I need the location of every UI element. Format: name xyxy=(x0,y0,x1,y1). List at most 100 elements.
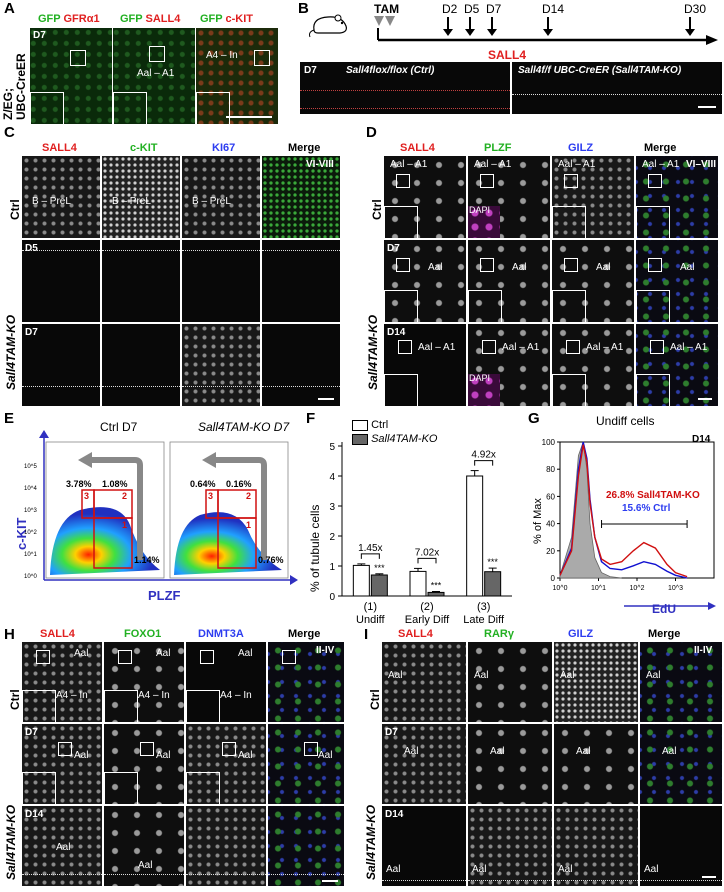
panel-g-xlabel: EdU xyxy=(652,602,676,616)
panel-i-ctrl-gilz: Aal xyxy=(554,642,638,722)
panel-i-letter: I xyxy=(364,626,369,643)
panel-a-label-1: GFP GFRα1 xyxy=(38,13,100,25)
f-ytick-label: 3 xyxy=(329,502,335,513)
g-edu-arrowhead-icon xyxy=(708,602,716,610)
timeline-day-d2: D2 xyxy=(442,2,458,16)
e-ytick: 10^4 xyxy=(24,486,37,492)
panel-h-d14-foxo1: Aal xyxy=(104,806,184,886)
panel-h-marker-4: Merge xyxy=(288,628,321,640)
f-ytick-label: 4 xyxy=(329,472,335,483)
panel-g-letter: G xyxy=(528,410,540,427)
g-series-ctrl xyxy=(559,441,688,579)
panel-a-label-3: GFP c-KIT xyxy=(200,13,253,25)
panel-c-marker-2: c-KIT xyxy=(130,142,158,154)
f-bar-ctrl xyxy=(352,564,370,597)
panel-i-d7-sall4: D7 Aal xyxy=(382,724,466,804)
f-significance: *** xyxy=(487,557,498,567)
e-ko-gate-2: 2 xyxy=(246,491,252,501)
panel-c-d7-ki67 xyxy=(182,324,260,406)
e-ctrl-pct-2: 1.08% xyxy=(102,479,128,489)
g-ytick-label: 100 xyxy=(542,438,556,447)
panel-i-d7-gilz: Aal xyxy=(554,724,638,804)
panel-d-marker-3: GILZ xyxy=(568,142,594,154)
panel-i-d14-merge: Aal xyxy=(640,806,722,886)
panel-i-d14-rarg: Aal xyxy=(468,806,552,886)
panel-a-image-2: Aal – A1 xyxy=(113,28,195,124)
panel-b-timeline xyxy=(374,16,718,45)
timeline-arrow-icon xyxy=(547,17,549,31)
panel-i-ctrl-rarg: Aal xyxy=(468,642,552,722)
panel-d-d7-gilz: Aal xyxy=(552,240,634,322)
e-ko-gate-3: 3 xyxy=(208,491,214,501)
timeline-arrow-icon xyxy=(491,17,493,31)
panel-f-legend: Ctrl Sall4TAM-KO xyxy=(352,418,437,446)
panel-h-d7-merge: Aal xyxy=(268,724,344,804)
panel-i-marker-4: Merge xyxy=(648,628,681,640)
panel-a-row-label: Z/EG; UBC-CreER xyxy=(1,53,28,120)
panel-d-d7-sall4: D7 Aal xyxy=(384,240,466,322)
panel-a-label-2: GFP SALL4 xyxy=(120,13,181,25)
timeline-arrowhead-icon xyxy=(543,29,553,36)
panel-c-letter: C xyxy=(4,124,15,141)
panel-d-d14-plzf: Aal – A1 DAPI xyxy=(468,324,550,406)
timeline-day-d7: D7 xyxy=(486,2,502,16)
panel-i-d7-rarg: Aal xyxy=(468,724,552,804)
timeline-day-d30: D30 xyxy=(684,2,707,16)
f-ytick-label: 0 xyxy=(329,592,335,603)
panel-b-marker: SALL4 xyxy=(488,48,527,62)
e-ytick: 10^1 xyxy=(24,552,37,558)
panel-h-marker-1: SALL4 xyxy=(40,628,75,640)
panel-e-letter: E xyxy=(4,410,15,427)
panel-h-marker-2: FOXO1 xyxy=(124,628,162,640)
timeline-arrow-icon xyxy=(689,17,691,31)
panel-c-d7-merge xyxy=(262,324,340,406)
panel-c-d5-merge xyxy=(262,240,340,322)
g-xtick-label: 10^0 xyxy=(553,585,568,592)
panel-d-d14-gilz: Aal – A1 xyxy=(552,324,634,406)
panel-c-d7-sall4: D7 xyxy=(22,324,100,406)
f-bar-ctrl xyxy=(409,570,427,597)
panel-d-marker-4: Merge xyxy=(644,142,677,154)
panel-e-facs xyxy=(39,430,298,585)
panel-d-row-ko: Sall4TAM-KO xyxy=(366,314,380,390)
timeline-arrowhead-icon xyxy=(443,29,453,36)
panel-c-marker-1: SALL4 xyxy=(42,142,77,154)
panel-d-ctrl-sall4: Aal – A1 xyxy=(384,156,466,238)
e-ctrl-pct-1: 1.14% xyxy=(134,555,160,565)
panel-d-ctrl-plzf: Aal – A1 DAPI xyxy=(468,156,550,238)
panel-a-image-3: A4 – In xyxy=(196,28,278,124)
panel-d-letter: D xyxy=(366,124,377,141)
panel-c-ctrl-ckit: B – PreL xyxy=(102,156,180,238)
panel-h-marker-3: DNMT3A xyxy=(198,628,244,640)
panel-c-ctrl-ki67: B – PreL xyxy=(182,156,260,238)
e-ctrl-pct-3: 3.78% xyxy=(66,479,92,489)
panel-i-ctrl-sall4: Aal xyxy=(382,642,466,722)
e-ytick: 10^0 xyxy=(24,574,37,580)
panel-d-d7-plzf: Aal xyxy=(468,240,550,322)
f-significance: *** xyxy=(374,563,385,573)
f-fold-label: 1.45x xyxy=(358,543,382,554)
panel-i-d14-gilz: Aal xyxy=(554,806,638,886)
panel-d-row-ctrl: Ctrl xyxy=(370,199,384,220)
panel-h-row-ctrl: Ctrl xyxy=(8,689,22,710)
timeline-arrow-icon xyxy=(447,17,449,31)
panel-a-letter: A xyxy=(4,0,15,17)
timeline-day-d14: D14 xyxy=(542,2,565,16)
panel-b-image-ctrl: D7 Sall4flox/flox (Ctrl) xyxy=(300,62,510,114)
tam-label: TAM xyxy=(374,2,400,16)
panel-i-marker-2: RARγ xyxy=(484,628,514,640)
e-ko-pct-1: 0.76% xyxy=(258,555,284,565)
panel-c-ctrl-sall4: B – PreL xyxy=(22,156,100,238)
panel-d-d7-merge: Aal xyxy=(636,240,718,322)
panel-d-ctrl-merge: Aal – A1 VI–VIII xyxy=(636,156,718,238)
panel-d-d14-sall4: D14 Aal – A1 xyxy=(384,324,466,406)
g-ytick-label: 80 xyxy=(546,465,555,474)
panel-b-image-ko: Sall4f/f UBC-CreER (Sall4TAM-KO) xyxy=(512,62,722,114)
g-xtick-label: 10^2 xyxy=(630,585,645,592)
panel-e-xlabel: PLZF xyxy=(148,588,181,603)
f-category-label: Late Diff xyxy=(463,614,505,626)
g-ytick-label: 60 xyxy=(546,492,555,501)
panel-h-row-ko: Sall4TAM-KO xyxy=(4,804,18,880)
panel-e-title-ko: Sall4TAM-KO D7 xyxy=(198,420,290,434)
f-category-num: (2) xyxy=(420,601,433,613)
